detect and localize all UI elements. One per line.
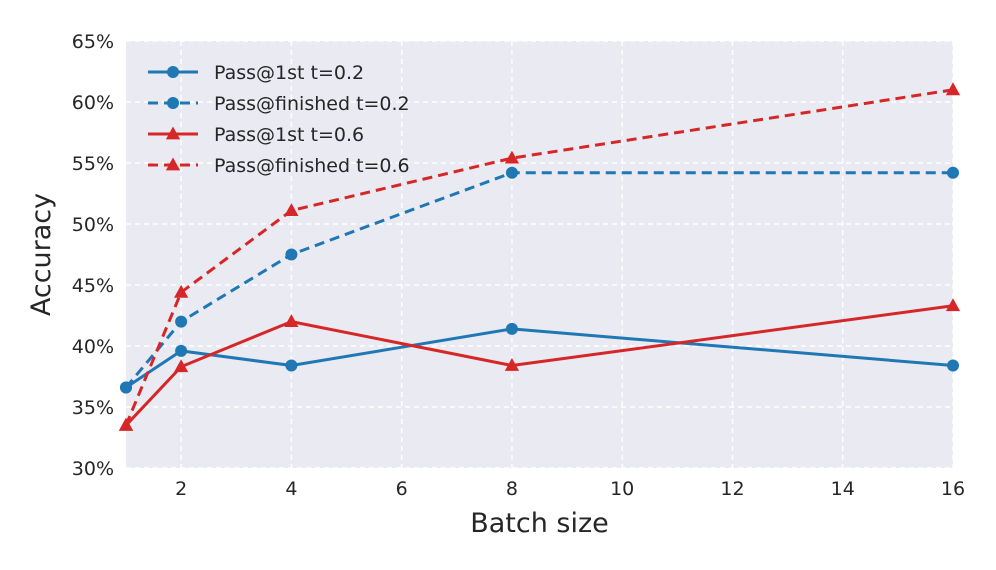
tick-labels: 30% 35% 40% 45% 50% 55% 60% 65% 2 4 6 8 10 12 14 16 (72, 31, 965, 500)
data-point (118, 417, 134, 431)
y-tick-label: 50% (72, 214, 114, 236)
y-tick-label: 55% (72, 153, 114, 175)
y-tick-label: 30% (72, 458, 114, 480)
x-tick-label: 2 (175, 478, 187, 500)
x-tick-label: 4 (285, 478, 297, 500)
legend-marker (165, 157, 181, 171)
plot-area (126, 41, 953, 468)
data-point (947, 166, 959, 179)
y-axis-label: Accuracy (26, 193, 57, 316)
legend-label: Pass@finished t=0.2 (214, 93, 410, 115)
data-point (284, 314, 299, 327)
legend-marker (165, 126, 181, 140)
legend-item: Pass@1st t=0.6 (148, 124, 364, 146)
series-1 (120, 166, 959, 394)
legend-label: Pass@1st t=0.6 (214, 124, 364, 146)
y-tick-label: 40% (72, 336, 114, 358)
data-point (120, 381, 132, 394)
series-3 (118, 82, 961, 431)
data-point (947, 359, 959, 372)
data-point (945, 82, 961, 96)
legend-label: Pass@finished t=0.6 (214, 155, 410, 177)
x-tick-label: 10 (610, 478, 634, 500)
data-point (504, 150, 520, 164)
x-axis-label: Batch size (470, 508, 609, 539)
x-tick-label: 14 (831, 478, 855, 500)
data-point (285, 359, 298, 372)
x-tick-label: 16 (941, 478, 965, 500)
legend-label: Pass@1st t=0.2 (214, 62, 364, 84)
data-point (504, 358, 520, 371)
legend-marker (167, 66, 179, 78)
legend-marker (167, 97, 179, 109)
series-layer (118, 82, 961, 431)
data-point (945, 298, 961, 312)
y-tick-label: 60% (72, 92, 114, 114)
data-point (285, 248, 298, 261)
x-tick-label: 12 (720, 478, 744, 500)
data-point (505, 166, 518, 179)
legend-item: Pass@finished t=0.6 (148, 155, 410, 177)
x-tick-label: 6 (396, 478, 408, 500)
data-point (175, 344, 188, 357)
y-tick-label: 45% (72, 275, 114, 297)
y-tick-label: 35% (72, 397, 114, 419)
legend: Pass@1st t=0.2 Pass@finished t=0.2 Pass@1s… (148, 62, 410, 177)
data-point (175, 315, 188, 328)
data-point (174, 359, 189, 373)
y-tick-label: 65% (72, 31, 114, 53)
data-point (174, 284, 189, 298)
grid-lines (126, 40, 954, 469)
data-point (505, 322, 518, 335)
legend-item: Pass@finished t=0.2 (148, 93, 410, 115)
data-point (284, 203, 299, 216)
legend-item: Pass@1st t=0.2 (148, 62, 364, 84)
x-tick-label: 8 (506, 478, 518, 500)
